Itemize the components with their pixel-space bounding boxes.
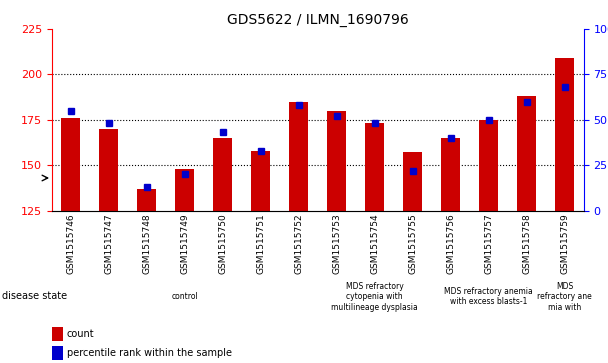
Text: GSM1515749: GSM1515749 — [180, 213, 189, 274]
Bar — [7, 362, 10, 363]
Text: GSM1515757: GSM1515757 — [484, 213, 493, 274]
Text: GSM1515748: GSM1515748 — [142, 213, 151, 274]
Text: disease state: disease state — [2, 291, 67, 301]
Bar — [441, 138, 460, 211]
Bar — [12, 362, 13, 363]
Text: GSM1515752: GSM1515752 — [294, 213, 303, 274]
Bar — [52, 346, 63, 360]
Bar — [4, 362, 5, 363]
Text: GSM1515754: GSM1515754 — [370, 213, 379, 274]
Bar — [99, 129, 118, 211]
Text: GSM1515758: GSM1515758 — [522, 213, 531, 274]
Text: MDS refractory anemia
with excess blasts-1: MDS refractory anemia with excess blasts… — [444, 287, 533, 306]
Text: count: count — [67, 329, 94, 339]
Bar — [61, 118, 80, 211]
Text: percentile rank within the sample: percentile rank within the sample — [67, 348, 232, 358]
Text: GSM1515747: GSM1515747 — [104, 213, 113, 274]
Bar — [251, 151, 270, 211]
Bar — [137, 189, 156, 211]
Bar — [403, 152, 422, 211]
Text: MDS refractory
cytopenia with
multilineage dysplasia: MDS refractory cytopenia with multilinea… — [331, 282, 418, 312]
Bar — [11, 362, 12, 363]
Bar — [289, 102, 308, 211]
Bar — [13, 362, 14, 363]
Bar — [8, 362, 9, 363]
Bar — [555, 58, 574, 211]
Text: GSM1515746: GSM1515746 — [66, 213, 75, 274]
Text: GSM1515756: GSM1515756 — [446, 213, 455, 274]
Bar — [7, 362, 8, 363]
Bar — [1, 362, 2, 363]
Bar — [10, 362, 11, 363]
Bar — [5, 362, 6, 363]
Bar — [2, 362, 3, 363]
Bar — [13, 362, 14, 363]
Bar — [3, 362, 4, 363]
Bar — [0, 362, 1, 363]
Title: GDS5622 / ILMN_1690796: GDS5622 / ILMN_1690796 — [227, 13, 409, 26]
Text: GSM1515753: GSM1515753 — [332, 213, 341, 274]
Bar — [175, 169, 194, 211]
Text: GSM1515751: GSM1515751 — [256, 213, 265, 274]
Text: GSM1515759: GSM1515759 — [560, 213, 569, 274]
Bar — [9, 362, 10, 363]
Bar — [0, 362, 7, 363]
Bar — [52, 327, 63, 341]
Bar — [327, 111, 346, 211]
Text: GSM1515750: GSM1515750 — [218, 213, 227, 274]
Text: GSM1515755: GSM1515755 — [408, 213, 417, 274]
Bar — [213, 138, 232, 211]
Text: MDS
refractory ane
mia with: MDS refractory ane mia with — [537, 282, 592, 312]
Bar — [479, 120, 498, 211]
Bar — [365, 123, 384, 211]
Bar — [10, 362, 13, 363]
Bar — [6, 362, 7, 363]
Text: control: control — [171, 292, 198, 301]
Bar — [517, 96, 536, 211]
